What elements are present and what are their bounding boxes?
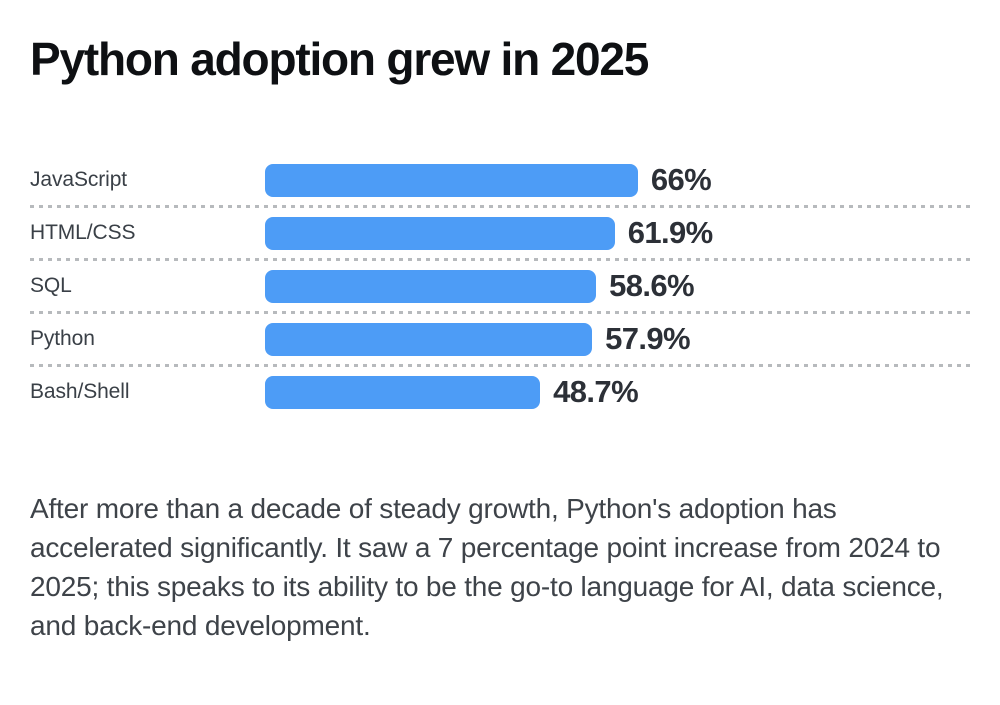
value-label: 57.9%	[605, 321, 691, 357]
caption-paragraph: After more than a decade of steady growt…	[30, 492, 944, 641]
chart-row: HTML/CSS 61.9%	[30, 207, 972, 261]
bar	[265, 322, 593, 356]
category-label: Python	[30, 327, 95, 351]
category-label: HTML/CSS	[30, 221, 136, 245]
bar	[265, 163, 638, 197]
value-label: 66%	[650, 162, 712, 198]
category-label: SQL	[30, 274, 72, 298]
page: Python adoption grew in 2025 JavaScript 6…	[0, 33, 1000, 705]
chart-row: SQL 58.6%	[30, 260, 972, 314]
bar	[265, 216, 615, 250]
category-label: JavaScript	[30, 168, 128, 192]
bar	[265, 269, 597, 303]
chart-row: JavaScript 66%	[30, 154, 972, 208]
bar-chart: JavaScript 66% HTML/CSS 61.9% SQL 58.6% Python…	[30, 154, 972, 419]
value-label: 48.7%	[553, 374, 639, 410]
page-title: Python adoption grew in 2025	[30, 33, 649, 85]
value-label: 61.9%	[627, 215, 714, 251]
bar	[265, 375, 541, 409]
chart-row: Python 57.9%	[30, 313, 972, 367]
value-label: 58.6%	[609, 268, 695, 304]
category-label: Bash/Shell	[30, 380, 130, 404]
chart-row: Bash/Shell 48.7%	[30, 366, 972, 419]
